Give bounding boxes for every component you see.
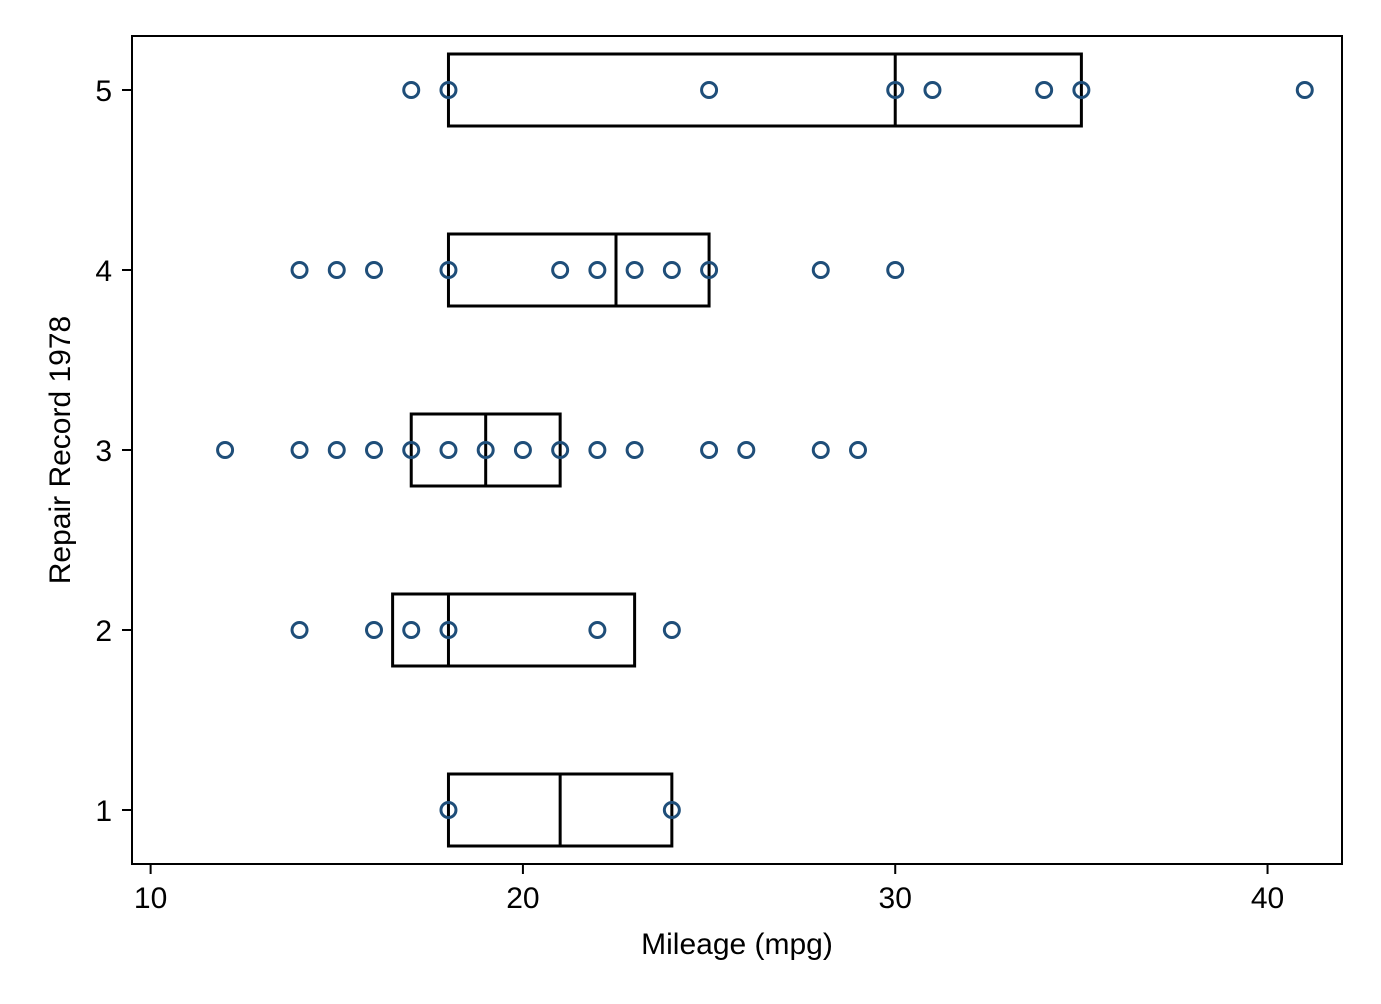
data-point <box>551 261 570 279</box>
data-point <box>886 81 905 99</box>
y-tick-label: 5 <box>95 75 112 108</box>
y-axis-ticks: 1 2 3 4 5 <box>95 75 132 828</box>
x-tick-label: 10 <box>134 882 167 915</box>
data-point <box>216 441 235 459</box>
y-tick-label: 2 <box>95 615 112 648</box>
data-point <box>700 81 719 99</box>
data-point <box>402 621 421 639</box>
y-tick-label: 1 <box>95 795 112 828</box>
data-point <box>513 441 532 459</box>
plot-frame <box>131 35 1343 865</box>
data-point <box>811 441 830 459</box>
data-point <box>923 81 942 99</box>
data-point <box>1035 81 1054 99</box>
x-axis-title: Mileage (mpg) <box>641 928 833 961</box>
data-point <box>439 621 458 639</box>
data-point <box>625 261 644 279</box>
data-point <box>588 621 607 639</box>
data-point <box>290 441 309 459</box>
data-point <box>1072 81 1091 99</box>
x-tick-label: 30 <box>879 882 912 915</box>
data-point <box>439 801 458 819</box>
y-tick-label: 3 <box>95 435 112 468</box>
data-point <box>625 441 644 459</box>
box-group-2 <box>391 592 637 668</box>
data-point <box>588 261 607 279</box>
data-point <box>1295 81 1314 99</box>
data-point <box>551 441 570 459</box>
data-point <box>327 441 346 459</box>
data-point <box>811 261 830 279</box>
data-point <box>439 81 458 99</box>
data-point <box>886 261 905 279</box>
box-plots <box>391 52 1083 848</box>
data-point <box>849 441 867 459</box>
x-axis-ticks: 10 20 30 40 <box>134 864 1284 915</box>
data-point <box>700 261 719 279</box>
data-point <box>662 621 681 639</box>
data-point <box>402 81 421 99</box>
data-point <box>662 261 681 279</box>
data-point <box>365 441 383 459</box>
x-tick-label: 20 <box>506 882 539 915</box>
x-tick-label: 40 <box>1251 882 1284 915</box>
data-point <box>588 441 607 459</box>
data-points <box>216 81 1314 819</box>
data-point <box>365 261 383 279</box>
box-group-5 <box>446 52 1083 128</box>
y-axis-title: Repair Record 1978 <box>44 316 77 585</box>
data-point <box>476 441 495 459</box>
data-point <box>402 441 421 459</box>
data-point <box>439 261 458 279</box>
data-point <box>737 441 756 459</box>
data-point <box>290 621 309 639</box>
data-point <box>662 801 681 819</box>
y-tick-label: 4 <box>95 255 112 288</box>
data-point <box>327 261 346 279</box>
box-group-4 <box>446 232 711 308</box>
data-point <box>700 441 719 459</box>
data-point <box>290 261 309 279</box>
data-point <box>439 441 458 459</box>
data-point <box>365 621 383 639</box>
